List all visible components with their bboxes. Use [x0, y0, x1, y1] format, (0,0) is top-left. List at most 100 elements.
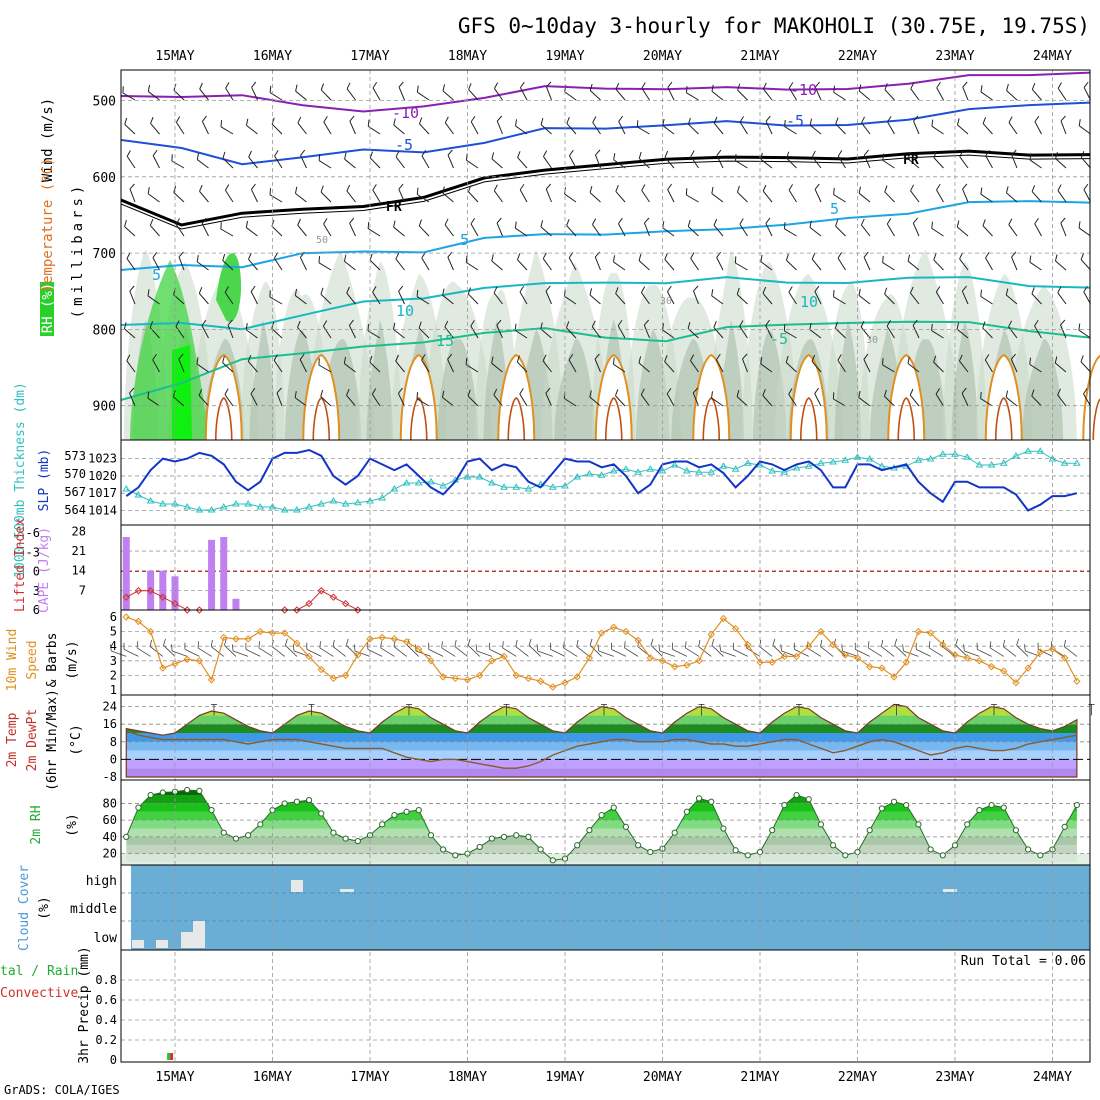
- wind-barb: [985, 149, 993, 169]
- wind-barb: [811, 252, 822, 271]
- wind-barb: [198, 389, 209, 407]
- wind-barb: [129, 387, 136, 407]
- wind10-speed-line-point: [427, 657, 435, 665]
- date-label: 16MAY: [253, 49, 292, 64]
- wind-barb: [545, 285, 552, 305]
- temp-contour-25: [604, 397, 623, 441]
- precip-label: 3hr Precip (mm): [77, 946, 92, 1063]
- wind-barb: [833, 187, 846, 203]
- upper-rh-label: RH (%): [40, 283, 56, 334]
- temp-band: [126, 768, 1077, 777]
- date-label: 20MAY: [643, 1070, 682, 1085]
- thickness-line-point: [366, 497, 374, 504]
- y-tick-labels: 5006007008009001023102010171014573570567…: [26, 95, 118, 1067]
- wind10-speed-line-point: [512, 671, 520, 680]
- rh2m-line-point: [525, 833, 532, 840]
- temp2m-label3: (6hr Min/Max): [45, 689, 60, 791]
- wind-barb: [276, 387, 283, 407]
- wind-barb: [1029, 153, 1042, 169]
- wind-barb: [540, 322, 552, 339]
- y-tick-label: 1020: [88, 469, 117, 483]
- wind-barb: [467, 389, 479, 407]
- rh2m-line-point: [586, 827, 593, 834]
- wind10-barb: [650, 638, 663, 657]
- y-tick-label: 3: [110, 654, 117, 668]
- rh2m-line-point: [598, 812, 605, 819]
- wind-barb: [811, 354, 822, 373]
- wind-barb: [935, 286, 944, 305]
- wind-barb: [664, 355, 675, 373]
- rh2m-line-point: [220, 829, 227, 836]
- rh2m-line-point: [305, 796, 313, 804]
- wind-barb: [615, 287, 626, 305]
- thickness-line-point: [780, 468, 789, 475]
- wind-barb: [589, 186, 601, 203]
- wind10-speed-line-point: [914, 627, 923, 636]
- wind-barb: [493, 388, 503, 407]
- wind-barb: [1060, 217, 1067, 237]
- wind-barb: [909, 388, 920, 407]
- wind-barb: [962, 81, 969, 101]
- wind10-speed-line-point: [658, 657, 667, 665]
- wind-barb: [1055, 152, 1067, 169]
- wind-barb: [369, 151, 381, 169]
- wind10-speed-line-point: [792, 652, 801, 661]
- y-tick-label: 24: [103, 700, 117, 714]
- rh2m-line-point: [915, 821, 922, 828]
- rh2m-line-point: [403, 808, 410, 815]
- wind-barb: [318, 153, 332, 169]
- temp-band: [126, 733, 1077, 742]
- wind-barb: [589, 288, 601, 305]
- panel-background: [121, 440, 1090, 525]
- contour-label: -5: [786, 112, 804, 130]
- thickness-line-point: [524, 485, 533, 492]
- temp-contour-25: [1092, 398, 1100, 441]
- rh2m-line-point: [671, 829, 678, 836]
- cloud-units: (%): [37, 896, 52, 919]
- wind-barb: [126, 150, 136, 169]
- wind-barb: [224, 286, 234, 305]
- wind-barb: [568, 149, 577, 169]
- wind-barb: [418, 321, 430, 339]
- thickness-line-point: [622, 465, 630, 472]
- contour-label: 10: [396, 302, 414, 320]
- wind-barb: [421, 150, 430, 169]
- wind10-barb: [467, 638, 480, 657]
- wind-barb: [372, 82, 381, 101]
- wind10-barb: [284, 638, 298, 657]
- cape-bar: [159, 570, 167, 610]
- wind-barb: [589, 83, 601, 101]
- wind-barb: [250, 387, 258, 407]
- thickness-line-point: [865, 455, 874, 462]
- slp-thickness-panel: [121, 447, 1090, 513]
- wind-barb: [788, 184, 797, 203]
- y-tick-label: 0.8: [95, 973, 117, 987]
- thickness-line-point: [841, 456, 850, 463]
- y-tick-label: 2: [110, 668, 117, 682]
- wind10-speed-line-point: [597, 629, 606, 637]
- cape-bar: [122, 537, 130, 610]
- wind10-speed-line-point: [268, 629, 277, 637]
- wind10-speed-line-point: [975, 657, 984, 665]
- wind-barb: [320, 287, 332, 305]
- wind10-speed-line-point: [939, 641, 947, 649]
- wind-barb: [343, 254, 356, 271]
- lifted-index-line-point: [195, 606, 204, 614]
- wind-barb: [1078, 323, 1091, 339]
- wind10-barb: [123, 642, 139, 657]
- wind-barb: [742, 353, 748, 373]
- wind-barb: [737, 83, 748, 101]
- wind-barb: [713, 116, 724, 135]
- wind-barb: [762, 82, 773, 101]
- wind-barb: [860, 218, 871, 237]
- rh2m-line-point: [1000, 804, 1007, 811]
- wind-barb: [545, 183, 552, 203]
- wind-barb: [910, 82, 920, 101]
- wind10-barb: [955, 638, 968, 657]
- thickness-line-point: [743, 459, 752, 466]
- wind-barb: [467, 287, 479, 305]
- rh2m-line-point: [635, 842, 642, 849]
- thickness-label: 1000~500mb Thickness (dm): [13, 382, 28, 578]
- wind-barb: [734, 256, 748, 271]
- rh2m-line-point: [708, 798, 715, 805]
